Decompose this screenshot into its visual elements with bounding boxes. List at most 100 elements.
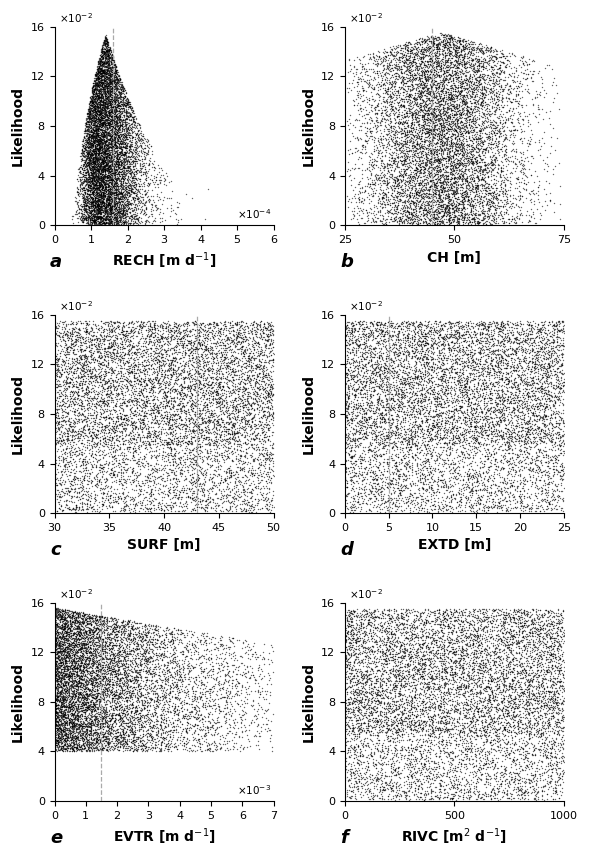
Point <box>355 450 364 463</box>
Point <box>445 689 455 703</box>
Point <box>94 80 104 94</box>
Point <box>144 625 153 639</box>
Point <box>229 400 238 414</box>
Point <box>412 154 422 168</box>
Point <box>484 486 494 500</box>
Point <box>107 499 116 513</box>
Point <box>64 685 74 698</box>
Point <box>212 339 221 353</box>
Point <box>85 621 94 635</box>
Point <box>518 324 528 338</box>
Point <box>521 693 531 707</box>
Point <box>538 386 547 400</box>
Point <box>89 621 98 635</box>
Point <box>85 631 95 645</box>
Point <box>137 709 146 722</box>
Point <box>90 129 100 142</box>
Point <box>559 680 568 694</box>
Point <box>52 710 61 724</box>
Point <box>547 421 557 435</box>
Point <box>535 411 544 425</box>
Point <box>55 377 64 390</box>
Point <box>145 154 155 168</box>
Point <box>435 59 444 73</box>
Point <box>108 128 118 142</box>
Point <box>102 138 112 152</box>
Text: $\times10^{-2}$: $\times10^{-2}$ <box>59 587 93 601</box>
Point <box>71 405 80 419</box>
Point <box>452 125 462 139</box>
Point <box>413 391 423 405</box>
Point <box>545 629 555 643</box>
Point <box>101 394 110 408</box>
Point <box>124 111 133 124</box>
Point <box>421 122 431 136</box>
Point <box>524 727 534 740</box>
Point <box>124 194 134 208</box>
Point <box>93 194 102 208</box>
Point <box>402 188 411 202</box>
Point <box>411 340 421 353</box>
Point <box>411 204 421 218</box>
Point <box>554 791 563 805</box>
Point <box>61 694 71 708</box>
Point <box>437 623 446 637</box>
Point <box>378 176 388 190</box>
Point <box>434 473 443 486</box>
Point <box>471 134 481 148</box>
Point <box>466 102 475 116</box>
Point <box>547 765 557 779</box>
Point <box>350 141 359 154</box>
Point <box>495 766 505 780</box>
Point <box>522 334 531 347</box>
Point <box>150 406 159 420</box>
Point <box>516 633 525 647</box>
Point <box>78 165 88 178</box>
Point <box>444 201 454 214</box>
Point <box>439 60 448 74</box>
Point <box>345 764 355 777</box>
Point <box>503 381 512 395</box>
Point <box>429 123 439 136</box>
Point <box>160 649 170 662</box>
Point <box>464 711 473 725</box>
Point <box>425 657 435 671</box>
Point <box>521 161 530 175</box>
Point <box>484 428 493 442</box>
Point <box>388 402 398 416</box>
Point <box>362 107 371 121</box>
Point <box>545 434 555 448</box>
Point <box>154 377 164 390</box>
Point <box>86 717 95 731</box>
Point <box>105 215 115 229</box>
Point <box>554 377 564 390</box>
Point <box>446 172 455 185</box>
Point <box>175 696 184 710</box>
Point <box>385 667 394 680</box>
Point <box>442 480 451 493</box>
Point <box>117 117 127 130</box>
Point <box>464 608 474 622</box>
Point <box>107 177 117 190</box>
Point <box>120 491 130 505</box>
Point <box>498 443 508 456</box>
Point <box>375 456 385 470</box>
Point <box>219 675 229 689</box>
Point <box>374 714 383 728</box>
Point <box>475 319 484 333</box>
Point <box>421 73 431 87</box>
Point <box>393 663 402 677</box>
Point <box>456 667 465 680</box>
Point <box>57 668 67 682</box>
Point <box>94 125 104 139</box>
Point <box>398 198 407 212</box>
Point <box>509 322 519 335</box>
Point <box>166 397 176 411</box>
Point <box>407 432 416 445</box>
Point <box>405 710 415 723</box>
Point <box>498 106 507 120</box>
Point <box>465 420 475 433</box>
Point <box>409 789 419 802</box>
Point <box>477 340 487 353</box>
Point <box>419 76 429 89</box>
